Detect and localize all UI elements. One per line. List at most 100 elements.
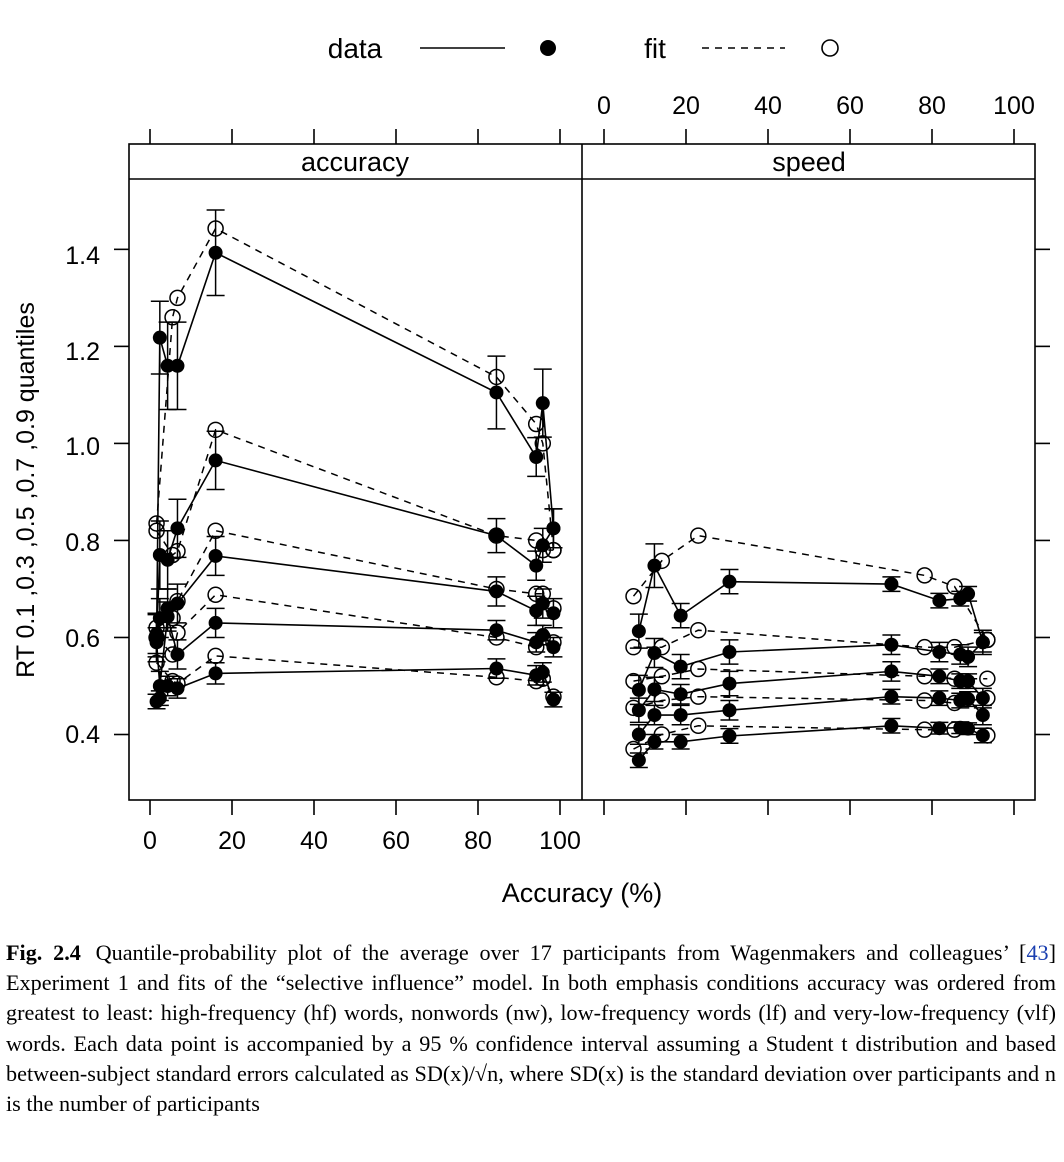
y-tick-label: 0.8 <box>65 529 100 557</box>
fit-point <box>690 717 707 735</box>
data-point <box>975 691 990 706</box>
caption-text: Quantile-probability plot of the average… <box>95 940 1027 965</box>
fit-point <box>690 688 707 705</box>
fit-point <box>488 368 505 386</box>
y-tick-label: 0.6 <box>65 625 100 653</box>
data-point <box>535 665 550 680</box>
x-ticks-top: 0 20 40 60 80 100 <box>597 92 1035 120</box>
data-point <box>529 449 544 464</box>
fit-point <box>207 586 224 604</box>
data-point <box>932 721 947 736</box>
y-axis-title: RT 0.1 ,0.3 ,0.5 ,0.7 ,0.9 quantiles <box>12 302 40 678</box>
panel-accuracy-series <box>147 209 563 710</box>
fit-point <box>534 435 552 452</box>
x-ticks-bottom: 0 20 40 60 80 100 <box>143 827 581 855</box>
fit-point <box>653 726 671 743</box>
fit-point <box>169 624 186 641</box>
caption-citation-link[interactable]: 43 <box>1026 940 1049 965</box>
data-point <box>631 727 646 742</box>
data-point <box>535 538 550 553</box>
data-point <box>208 548 223 563</box>
fit-point <box>148 515 165 532</box>
data-point <box>631 624 646 639</box>
data-point <box>647 558 662 573</box>
data-point <box>673 687 688 702</box>
fit-point <box>527 415 545 433</box>
data-point <box>546 606 561 621</box>
fit-point <box>207 421 224 439</box>
x-tick-label: 20 <box>672 92 700 120</box>
series-layer <box>147 209 996 769</box>
data-point <box>535 628 550 643</box>
data-point <box>647 734 662 749</box>
x-tick-label: 100 <box>539 827 581 855</box>
fit-point <box>916 638 933 656</box>
x-tick-label: 0 <box>143 827 157 855</box>
fit-point <box>916 567 933 584</box>
data-point <box>673 734 688 749</box>
fit-point <box>148 654 165 671</box>
y-tick-label: 1.0 <box>65 433 100 461</box>
data-point <box>722 703 737 718</box>
data-point <box>975 635 990 650</box>
fit-point <box>946 578 963 595</box>
fit-point <box>488 527 505 544</box>
y-ticks-left: 0.4 0.6 0.8 1.0 1.2 1.4 <box>65 242 100 749</box>
legend-fit-marker <box>821 39 839 57</box>
fit-point <box>625 587 642 605</box>
data-point <box>631 753 646 768</box>
data-point <box>208 615 223 630</box>
x-tick-label: 60 <box>836 92 864 120</box>
fit-point <box>207 220 224 237</box>
data-point <box>208 453 223 468</box>
data-point <box>647 645 662 660</box>
figure-caption: Fig. 2.4 Quantile-probability plot of th… <box>6 938 1056 1119</box>
y-tick-label: 1.4 <box>65 242 100 270</box>
legend-data-marker <box>540 40 556 56</box>
x-tick-label: 20 <box>218 827 246 855</box>
data-point <box>961 586 976 601</box>
strip-label-accuracy: accuracy <box>301 147 410 177</box>
fit-point <box>164 309 181 326</box>
data-point <box>722 728 737 743</box>
fit-point <box>207 522 224 539</box>
data-point <box>535 596 550 611</box>
fit-line <box>156 529 555 629</box>
data-point <box>647 708 662 723</box>
data-point <box>932 593 947 608</box>
data-point <box>884 718 899 733</box>
data-point <box>529 558 544 573</box>
x-tick-label: 100 <box>993 92 1035 120</box>
data-point <box>961 649 976 664</box>
data-point <box>975 728 990 743</box>
x-tick-label: 60 <box>382 827 410 855</box>
data-point <box>152 330 167 345</box>
fit-point <box>169 289 186 307</box>
data-point <box>961 674 976 689</box>
data-point <box>722 645 737 660</box>
data-point <box>673 708 688 723</box>
data-point <box>673 659 688 674</box>
legend-data-label: data <box>328 33 383 64</box>
data-point <box>884 637 899 652</box>
tick-marks <box>114 129 1050 815</box>
fit-line <box>632 534 988 641</box>
x-tick-label: 40 <box>300 827 328 855</box>
data-point <box>722 574 737 589</box>
fit-point <box>979 670 996 687</box>
strip-label-speed: speed <box>772 147 846 177</box>
data-point <box>489 661 504 676</box>
data-point <box>152 691 167 706</box>
data-point <box>170 521 185 536</box>
data-point <box>932 669 947 684</box>
figure: data fit accuracy speed RT 0.1 ,0.3 ,0.5… <box>12 33 1050 908</box>
data-point <box>961 692 976 707</box>
data-point <box>208 245 223 260</box>
fit-point <box>148 522 165 539</box>
fit-point <box>690 527 707 544</box>
caption-text-cont: ] Experiment 1 and fits of the “selectiv… <box>6 940 1057 1117</box>
data-point <box>489 528 504 543</box>
legend-fit-label: fit <box>644 33 666 64</box>
data-point <box>152 611 167 626</box>
data-point <box>884 577 899 592</box>
